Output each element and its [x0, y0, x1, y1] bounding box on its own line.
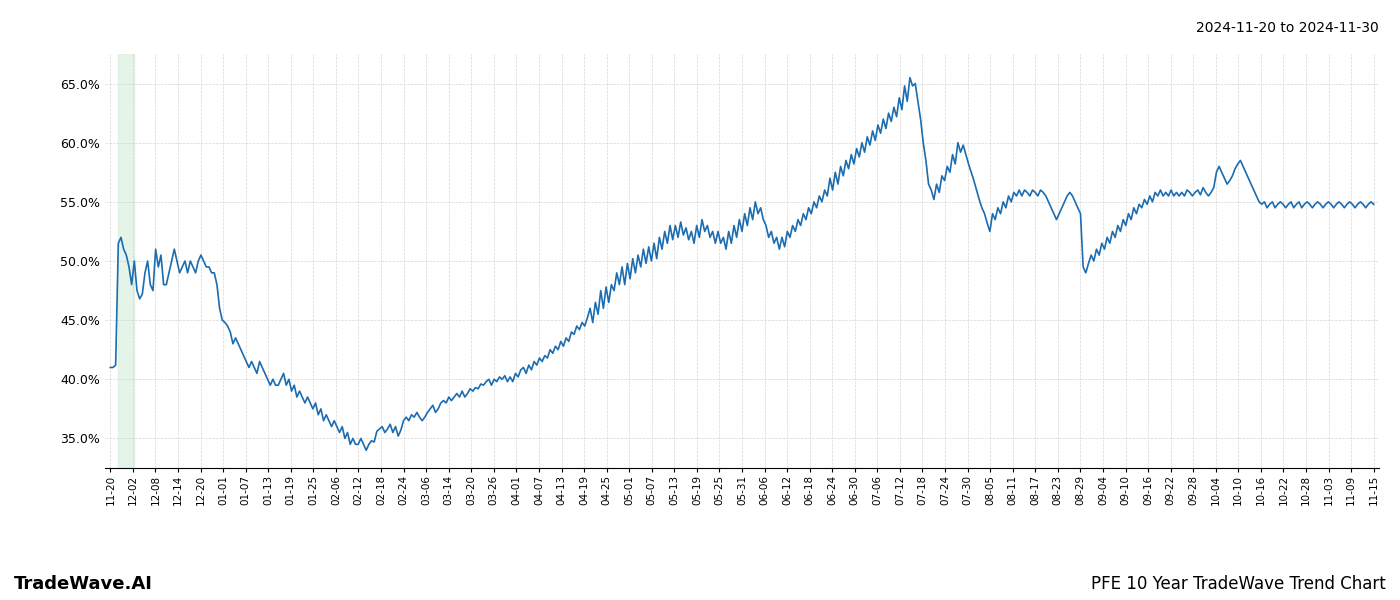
- Bar: [119, 54, 134, 468]
- Text: TradeWave.AI: TradeWave.AI: [14, 575, 153, 593]
- Text: PFE 10 Year TradeWave Trend Chart: PFE 10 Year TradeWave Trend Chart: [1091, 575, 1386, 593]
- Text: 2024-11-20 to 2024-11-30: 2024-11-20 to 2024-11-30: [1196, 21, 1379, 35]
